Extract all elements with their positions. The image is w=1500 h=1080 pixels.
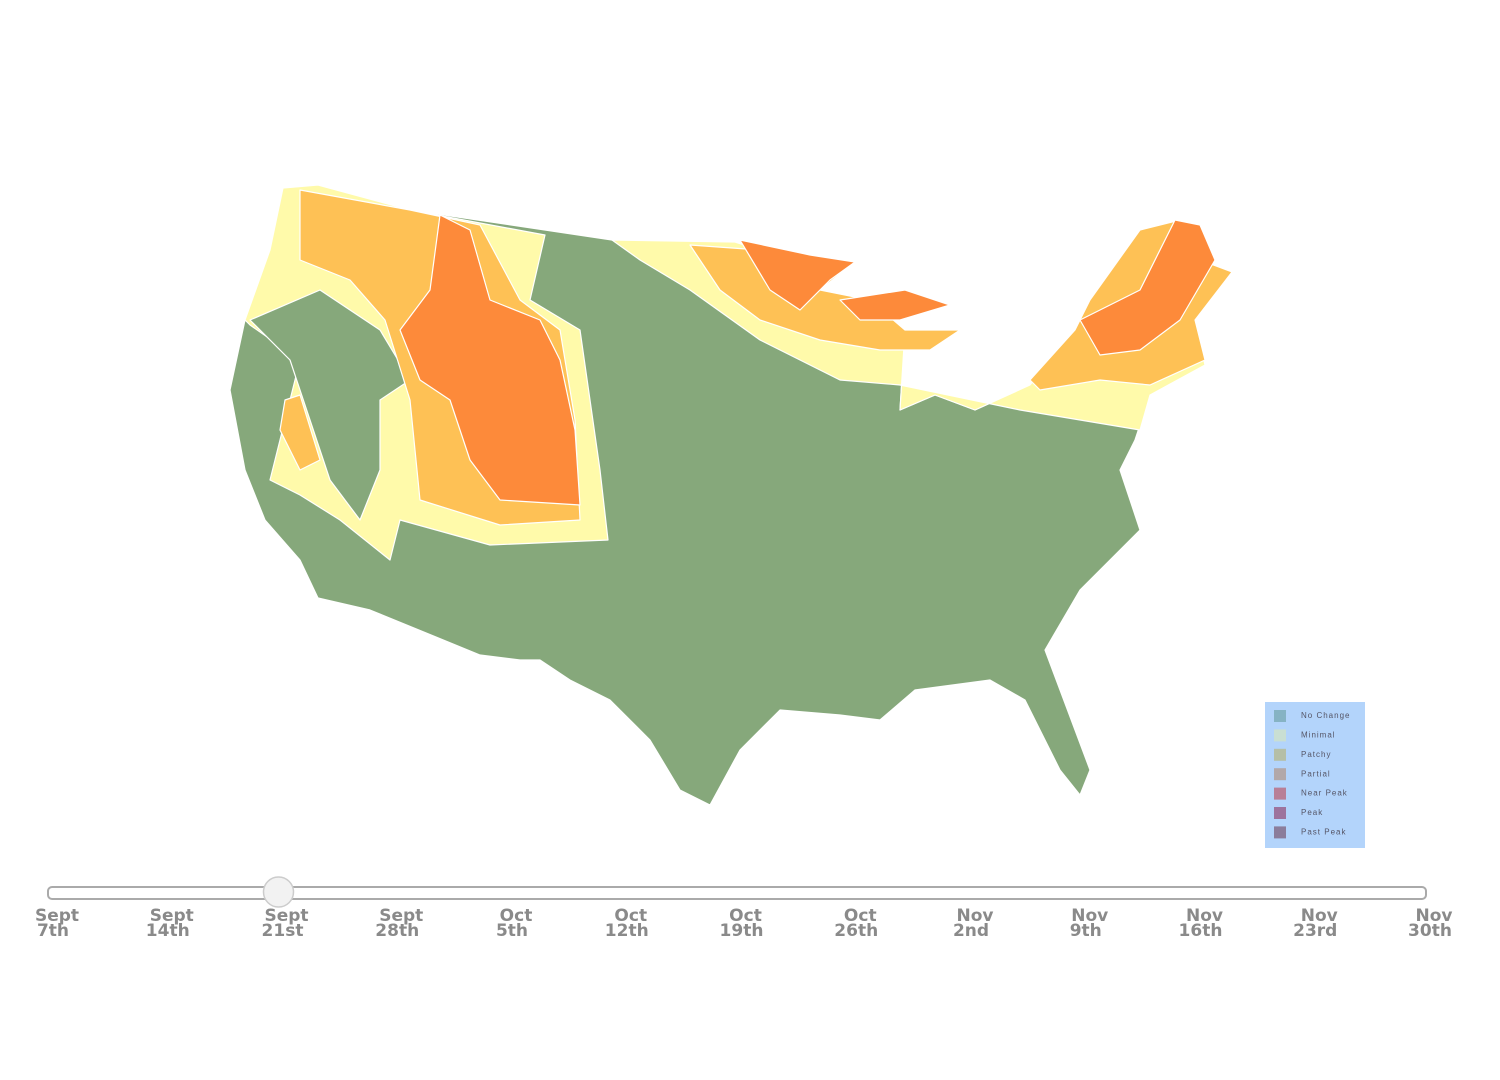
slider-day[interactable]: 16th: [1179, 921, 1223, 941]
slider-day[interactable]: 5th: [496, 921, 528, 941]
legend-items: No Change Minimal Patchy Partial Near Peak Pe…: [1274, 710, 1350, 839]
slider-month[interactable]: Oct: [844, 906, 877, 926]
slider-month[interactable]: Sept: [264, 906, 308, 926]
legend-label: Partial: [1301, 769, 1331, 778]
slider-month[interactable]: Oct: [500, 906, 533, 926]
slider-day[interactable]: 21st: [262, 921, 304, 941]
legend-label: No Change: [1301, 711, 1350, 720]
legend-swatch: [1274, 807, 1286, 819]
slider-day[interactable]: 9th: [1070, 921, 1102, 941]
slider-month[interactable]: Nov: [1301, 906, 1338, 926]
slider-month[interactable]: Sept: [35, 906, 79, 926]
west-green: [249, 289, 411, 521]
slider-month[interactable]: Oct: [729, 906, 762, 926]
slider-month[interactable]: Nov: [1416, 906, 1453, 926]
east-partial: [739, 219, 1216, 356]
slider-month[interactable]: Sept: [150, 906, 194, 926]
legend-swatch: [1274, 710, 1286, 722]
slider-track[interactable]: [47, 886, 1427, 900]
slider-day[interactable]: 28th: [375, 921, 419, 941]
legend-label: Patchy: [1301, 750, 1331, 759]
slider-day[interactable]: 2nd: [953, 921, 989, 941]
legend-swatch: [1274, 748, 1286, 761]
legend-label: Minimal: [1301, 731, 1336, 740]
slider-month[interactable]: Oct: [614, 906, 647, 926]
slider-day[interactable]: 7th: [37, 921, 69, 941]
us-map: [229, 184, 1233, 806]
legend-swatch: [1274, 768, 1286, 781]
slider-day[interactable]: 19th: [720, 921, 764, 941]
slider-thumb[interactable]: [262, 876, 295, 908]
slider-day[interactable]: 30th: [1408, 921, 1452, 941]
legend-swatch: [1274, 826, 1286, 839]
slider-month[interactable]: Nov: [1071, 906, 1108, 926]
legend-swatch: [1274, 787, 1286, 800]
legend-swatch: [1274, 729, 1286, 742]
slider-month[interactable]: Nov: [1186, 906, 1223, 926]
slider-labels: Sept7thSept14thSept21stSept28thOct5thOct…: [35, 906, 1453, 941]
west-partial: [399, 214, 581, 506]
slider-month[interactable]: Nov: [957, 906, 994, 926]
legend-label: Near Peak: [1301, 789, 1348, 798]
slider-day[interactable]: 12th: [605, 921, 649, 941]
date-slider[interactable]: Sept7thSept14thSept21stSept28thOct5thOct…: [35, 876, 1453, 941]
legend: No Change Minimal Patchy Partial Near Peak Pe…: [1265, 702, 1365, 848]
slider-day[interactable]: 26th: [834, 921, 878, 941]
legend-label: Peak: [1301, 808, 1323, 817]
slider-day[interactable]: 23rd: [1293, 921, 1337, 941]
slider-month[interactable]: Sept: [379, 906, 423, 926]
slider-day[interactable]: 14th: [146, 921, 190, 941]
ca-patchy: [279, 394, 321, 471]
legend-label: Past Peak: [1301, 828, 1346, 837]
